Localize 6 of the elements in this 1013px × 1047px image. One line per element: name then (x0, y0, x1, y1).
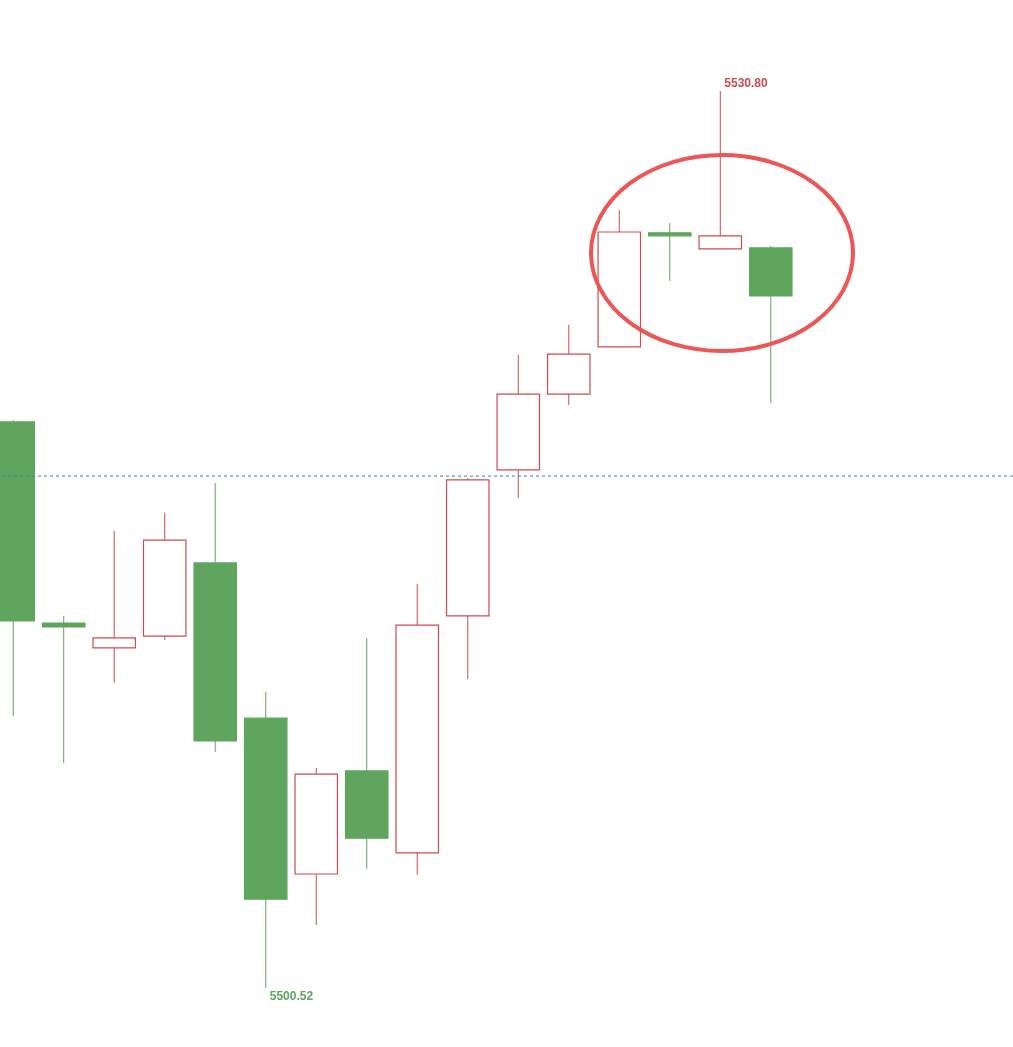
candlestick (92, 530, 137, 684)
annotation: 5530.80 (724, 75, 768, 90)
candlestick (698, 90, 743, 250)
annotation: 5500.52 (269, 989, 314, 1004)
candlestick (41, 615, 86, 764)
candlestick (647, 222, 692, 282)
